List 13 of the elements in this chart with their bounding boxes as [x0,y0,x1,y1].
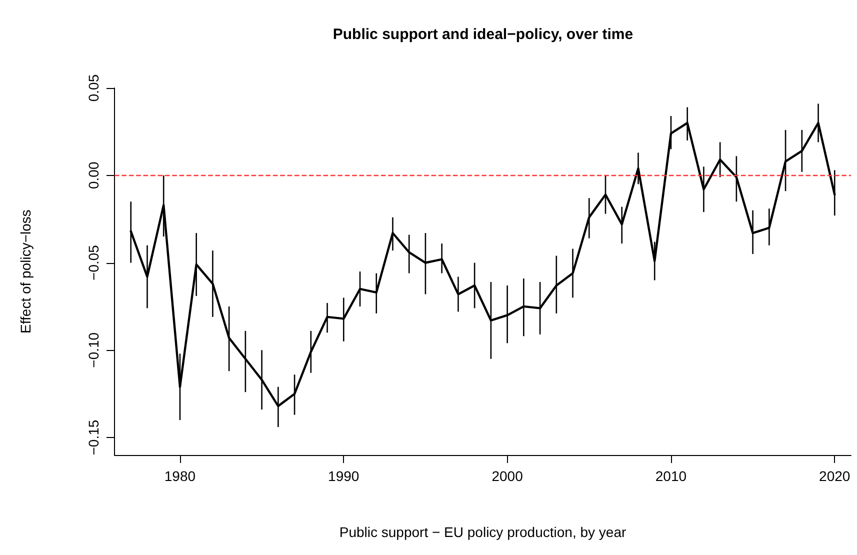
chart-title: Public support and ideal−policy, over time [332,26,634,43]
x-axis-title: Public support − EU policy production, by year [339,524,626,540]
y-axis-title: Effect of policy−loss [18,210,34,334]
x-tick-label: 2010 [655,468,687,484]
y-tick-label: 0.00 [86,162,102,190]
x-tick-label: 2000 [492,468,524,484]
x-tick-label: 1990 [328,468,360,484]
y-tick-label: 0.05 [86,74,102,102]
x-tick-label: 1980 [164,468,196,484]
y-tick-label: −0.10 [86,332,102,368]
y-tick-label: −0.05 [86,244,102,280]
x-tick-label: 2020 [819,468,850,484]
y-tick-label: −0.15 [86,420,102,456]
